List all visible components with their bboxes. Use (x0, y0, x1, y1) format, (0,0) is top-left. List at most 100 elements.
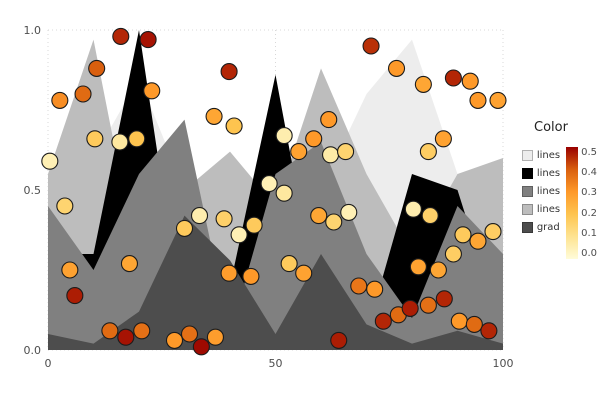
scatter-point (41, 152, 59, 170)
colorbar (566, 147, 579, 259)
scatter-point (444, 245, 462, 263)
scatter-point (434, 130, 452, 148)
legend-swatch (521, 222, 533, 233)
scatter-point (340, 203, 358, 221)
scatter-point (192, 338, 210, 356)
scatter-point (175, 219, 194, 237)
colorbar-tick-label: 0.0 (581, 247, 597, 259)
scatter-point (165, 331, 184, 349)
scatter-point (215, 210, 233, 228)
area-series-grad (48, 215, 503, 350)
scatter-point (51, 91, 69, 109)
legend-swatch (521, 186, 533, 197)
scatter-point (66, 287, 84, 305)
scatter-point (290, 143, 308, 161)
scatter-point (310, 207, 328, 225)
legend-entry: lines (521, 168, 561, 179)
scatter-point (242, 267, 260, 285)
scatter-point (337, 143, 355, 161)
colorbar-tick-label: 0.1 (581, 227, 597, 239)
scatter-point (190, 207, 209, 225)
scatter-point (414, 75, 432, 93)
x-tick-label: 50 (269, 357, 283, 370)
legend-entry-label: lines (536, 168, 561, 179)
scatter-point (260, 175, 278, 193)
scatter-point (133, 322, 151, 340)
legend: Color lines lines lines lines grad 0.5 0.4 0.3… (505, 120, 597, 259)
legend-swatch (521, 150, 533, 161)
scatter-point (205, 107, 223, 125)
legend-entry-label: lines (536, 204, 561, 215)
scatter-point (435, 290, 453, 308)
scatter-point (387, 59, 406, 77)
scatter-point (180, 325, 199, 343)
scatter-point (444, 69, 462, 87)
scatter-point (469, 91, 487, 109)
legend-swatch (521, 204, 533, 215)
y-tick-label: 0.0 (24, 344, 42, 357)
scatter-point (404, 200, 422, 218)
scatter-point (86, 130, 104, 148)
scatter-point (61, 261, 79, 279)
legend-swatch (521, 168, 533, 179)
scatter-point (305, 130, 323, 148)
scatter-point (489, 91, 507, 109)
legend-title: Color (534, 120, 568, 135)
scatter-point (225, 117, 243, 135)
scatter-point (101, 322, 119, 340)
scatter-point (419, 296, 437, 314)
scatter-point (220, 264, 238, 282)
colorbar-tick-label: 0.4 (581, 167, 597, 179)
colorbar-tick-label: 0.2 (581, 207, 597, 219)
legend-entry-label: lines (536, 186, 561, 197)
scatter-point (117, 328, 135, 346)
scatter-point (454, 226, 472, 244)
y-tick-label: 1.0 (24, 24, 42, 37)
legend-entries: lines lines lines lines grad (521, 147, 561, 259)
scatter-point (56, 197, 74, 215)
scatter-point (421, 207, 439, 225)
scatter-point (295, 264, 313, 282)
scatter-point (280, 255, 298, 273)
scatter-point (366, 280, 384, 298)
scatter-point (450, 312, 468, 330)
scatter-point (469, 232, 487, 250)
scatter-point (220, 63, 238, 81)
x-tick-label: 100 (493, 357, 514, 370)
scatter-point (465, 315, 483, 333)
scatter-point (275, 184, 293, 202)
scatter-point (139, 31, 157, 49)
scatter-point (322, 146, 340, 164)
legend-entry-label: lines (536, 150, 561, 161)
scatter-point (429, 261, 447, 279)
scatter-point (230, 226, 248, 244)
scatter-point (206, 328, 224, 346)
scatter-point (484, 223, 502, 241)
legend-entry: lines (521, 204, 561, 215)
colorbar-wrap: 0.5 0.4 0.3 0.2 0.1 0.0 (566, 147, 597, 259)
scatter-point (461, 72, 479, 90)
scatter-point (419, 143, 437, 161)
legend-body: lines lines lines lines grad 0.5 0.4 0.3 0.2 0.1… (505, 147, 597, 259)
legend-entry: lines (521, 150, 561, 161)
scatter-point (320, 111, 338, 129)
scatter-point (120, 255, 138, 273)
scatter-point (350, 277, 368, 295)
scatter-point (112, 27, 130, 45)
scatter-point (143, 82, 161, 100)
scatter-point (111, 133, 129, 151)
scatter-point (325, 213, 343, 231)
scatter-point (275, 127, 293, 145)
colorbar-tick-label: 0.3 (581, 187, 597, 199)
scatter-point (330, 331, 348, 349)
scatter-point (245, 216, 263, 234)
colorbar-tick-label: 0.5 (581, 147, 597, 158)
colorbar-ticks: 0.5 0.4 0.3 0.2 0.1 0.0 (581, 147, 597, 259)
scatter-point (362, 37, 380, 55)
scatter-point (128, 130, 146, 148)
x-tick-label: 0 (45, 357, 52, 370)
legend-entry: lines (521, 186, 561, 197)
scatter-point (401, 299, 419, 317)
